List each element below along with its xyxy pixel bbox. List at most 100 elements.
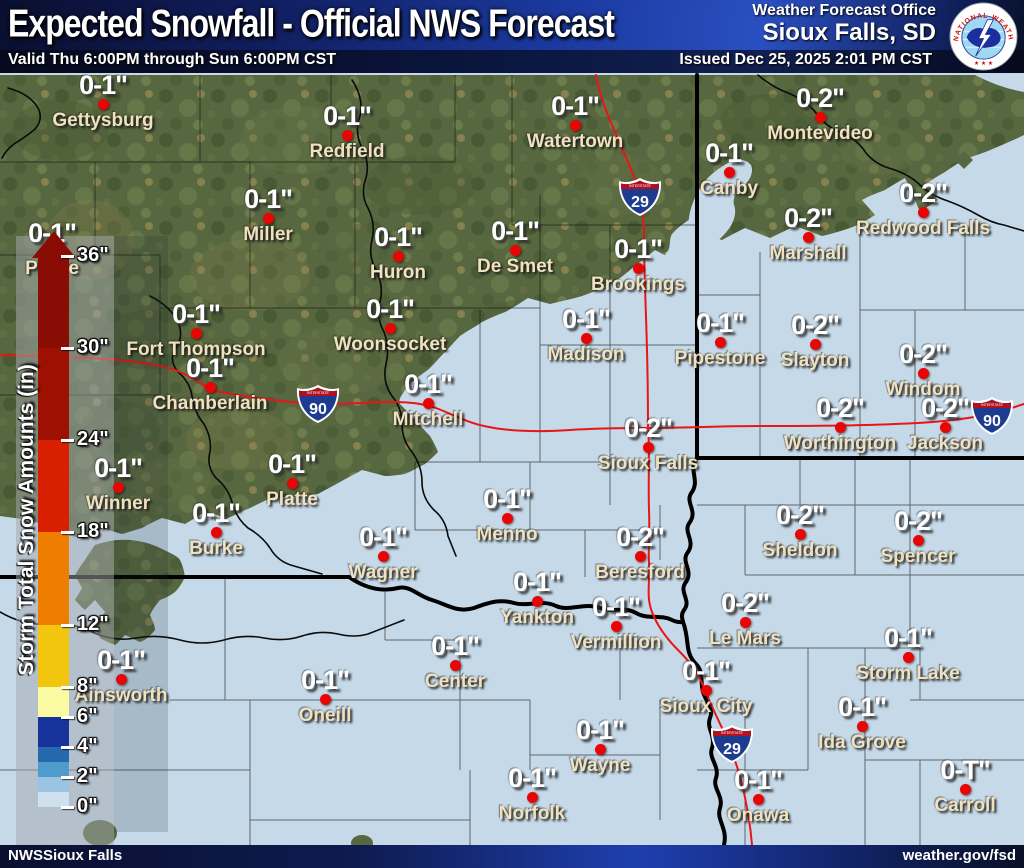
city-name: Vermillion (570, 632, 662, 653)
big-sioux-border (679, 456, 699, 624)
city-name: Oneill (298, 705, 352, 726)
legend-tick-mark (61, 806, 74, 809)
footer-office: NWSSioux Falls (8, 847, 123, 864)
shield-banner: INTERSTATE (721, 731, 743, 735)
city-name: Sioux City (659, 696, 753, 717)
city-dot (940, 422, 951, 433)
snowfall-value: 0-1" (483, 484, 532, 514)
legend-segment (38, 762, 69, 777)
city-dot (287, 478, 298, 489)
city-dot (857, 721, 868, 732)
valid-bar: Valid Thu 6:00PM through Sun 6:00PM CST … (0, 50, 1024, 73)
city-name: Redwood Falls (855, 218, 991, 239)
snowfall-value: 0-1" (491, 216, 540, 246)
nws-logo-icon: NATIONAL WEATHER SERVICE ★ ★ ★ (949, 2, 1018, 71)
land-diamond-ne (121, 612, 141, 633)
snowfall-value: 0-2" (791, 310, 840, 340)
city-dot (611, 621, 622, 632)
legend-tick-label: 18" (77, 520, 109, 542)
snowfall-value: 0-1" (186, 353, 235, 383)
city-name: Ainsworth (74, 685, 168, 706)
city-name: Yankton (500, 607, 574, 628)
snowfall-value: 0-1" (614, 234, 663, 264)
city-dot (113, 482, 124, 493)
snowfall-value: 0-1" (366, 294, 415, 324)
legend-title: Storm Total Snow Amounts (in) (15, 364, 38, 676)
snowfall-value: 0-1" (838, 692, 887, 722)
shield-number: 29 (723, 741, 741, 758)
city-name: Marshall (769, 243, 847, 264)
city-dot (320, 694, 331, 705)
city-name: Mitchell (392, 409, 464, 430)
city-name: Montevideo (767, 123, 873, 144)
city-name: Sioux Falls (597, 453, 699, 474)
legend-tick-mark (61, 746, 74, 749)
snowfall-value: 0-1" (359, 522, 408, 552)
legend-segment (38, 747, 69, 762)
james-river (351, 79, 457, 557)
city-dot (263, 213, 274, 224)
city-dot (532, 596, 543, 607)
city-name: Woonsocket (333, 334, 447, 355)
city-dot (633, 263, 644, 274)
snowfall-value: 0-1" (513, 567, 562, 597)
brookings-pocket (664, 215, 697, 265)
city-name: Gettysburg (52, 110, 154, 131)
city-dot (570, 120, 581, 131)
legend-segment (38, 792, 69, 807)
legend-tick-mark (61, 439, 74, 442)
snowfall-value: 0-T" (940, 755, 990, 785)
city-name: Beresford (595, 562, 685, 583)
shield-banner: INTERSTATE (629, 184, 651, 188)
city-dot (815, 112, 826, 123)
city-dot (211, 527, 222, 538)
snowfall-value: 0-2" (921, 393, 970, 423)
legend-tick-label: 0" (77, 795, 98, 817)
interstate-shield-icon: INTERSTATE 90 (969, 396, 1015, 436)
snowfall-value: 0-1" (508, 763, 557, 793)
snowfall-value: 0-2" (796, 83, 845, 113)
issued-text: Issued Dec 25, 2025 2:01 PM CST (679, 51, 932, 68)
state-borders (0, 73, 1024, 847)
city-name: Huron (370, 262, 426, 283)
shield-banner: INTERSTATE (307, 391, 329, 395)
shield-number: 29 (631, 194, 649, 211)
city-dot (581, 333, 592, 344)
city-dot (635, 551, 646, 562)
city-dot (715, 337, 726, 348)
city-dot (918, 368, 929, 379)
snowfall-value: 0-1" (97, 645, 146, 675)
snowfall-value: 0-1" (734, 765, 783, 795)
legend-segment (38, 687, 69, 717)
snowfall-value: 0-1" (576, 715, 625, 745)
missouri-upper (149, 295, 323, 575)
legend-segment (38, 717, 69, 747)
city-dot (510, 245, 521, 256)
snowfall-value: 0-1" (562, 304, 611, 334)
city-dot (803, 232, 814, 243)
page-title: Expected Snowfall - Official NWS Forecas… (8, 1, 615, 45)
city-name: Sheldon (762, 540, 838, 561)
city-name: Chamberlain (152, 393, 268, 414)
legend-segment (38, 348, 69, 440)
city-dot (753, 794, 764, 805)
lake-oahe (1, 87, 42, 159)
legend-segment (38, 440, 69, 532)
legend-segment (38, 258, 69, 348)
legend-tick-mark (61, 255, 74, 258)
logo-lightning-icon (975, 19, 995, 57)
city-name: Burke (189, 538, 243, 559)
canby-valley (688, 159, 753, 252)
interstate-shield-icon: INTERSTATE 29 (617, 177, 663, 217)
city-name: Menno (476, 524, 538, 545)
snowfall-value: 0-1" (551, 91, 600, 121)
city-dot (205, 382, 216, 393)
legend-segment (38, 532, 69, 625)
city-dot (903, 652, 914, 663)
city-dot (918, 207, 929, 218)
city-name: Miller (243, 224, 293, 245)
legend-segment (38, 625, 69, 687)
snowfall-value: 0-2" (784, 203, 833, 233)
snowfall-value: 0-1" (404, 369, 453, 399)
